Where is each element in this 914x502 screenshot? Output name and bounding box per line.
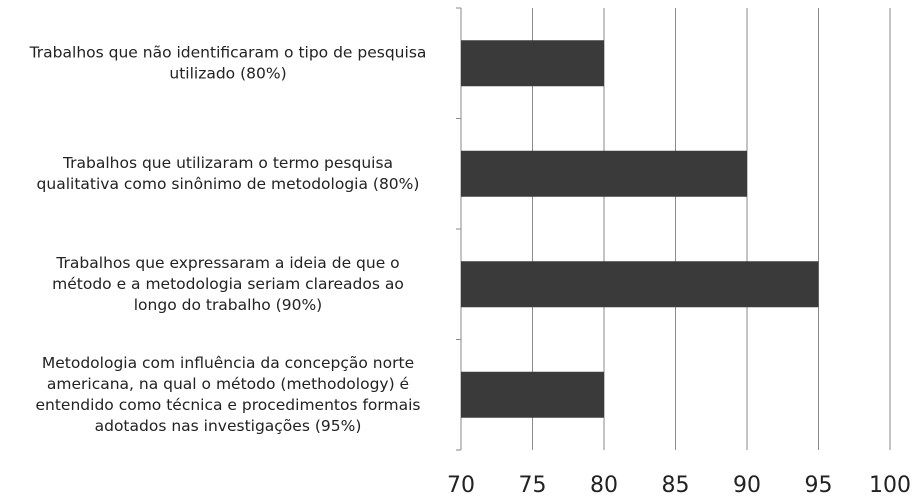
category-label: entendido como técnica e procedimentos f… bbox=[36, 396, 421, 414]
x-tick-label: 90 bbox=[733, 473, 761, 498]
bar bbox=[461, 371, 604, 418]
x-tick-label: 95 bbox=[805, 473, 833, 498]
bar bbox=[461, 261, 819, 308]
category-label: adotados nas investigações (95%) bbox=[95, 417, 362, 435]
category-label: qualitativa como sinônimo de metodologia… bbox=[37, 175, 420, 193]
category-label: longo do trabalho (90%) bbox=[134, 296, 322, 314]
x-tick-label: 80 bbox=[590, 473, 618, 498]
category-label: método e a metodologia seriam clareados … bbox=[52, 275, 404, 293]
x-tick-label: 85 bbox=[662, 473, 690, 498]
category-label: Trabalhos que expressaram a ideia de que… bbox=[55, 254, 399, 272]
x-tick-label: 75 bbox=[519, 473, 547, 498]
bar bbox=[461, 150, 747, 197]
x-tick-label: 100 bbox=[869, 473, 911, 498]
category-label: Metodologia com influência da concepção … bbox=[42, 354, 414, 372]
category-label: americana, na qual o método (methodology… bbox=[47, 375, 409, 393]
category-label: utilizado (80%) bbox=[169, 64, 286, 82]
category-label: Trabalhos que utilizaram o termo pesquis… bbox=[62, 154, 393, 172]
x-tick-label: 70 bbox=[447, 473, 475, 498]
bar bbox=[461, 40, 604, 87]
category-label: Trabalhos que não identificaram o tipo d… bbox=[29, 43, 427, 61]
